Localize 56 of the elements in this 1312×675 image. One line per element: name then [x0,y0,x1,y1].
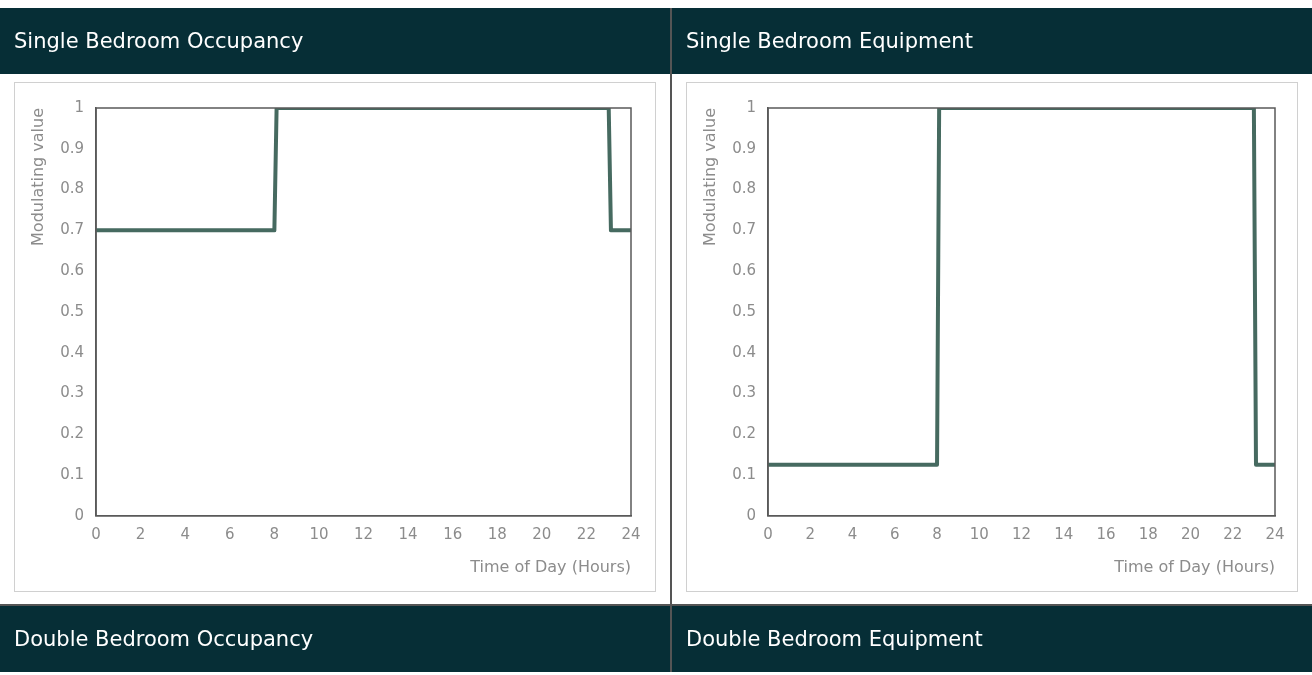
y-tick-label: 1 [74,97,85,116]
x-tick-label: 22 [1223,524,1243,543]
y-tick-label: 0.7 [60,220,85,239]
y-tick-label: 0.9 [60,138,85,157]
x-tick-label: 22 [576,524,596,543]
y-tick-label: 0.2 [60,424,85,443]
x-tick-label: 8 [932,524,942,543]
x-tick-label: 6 [225,524,235,543]
chart-title: Single Bedroom Equipment [672,8,1312,74]
x-tick-label: 14 [1054,524,1074,543]
x-tick-label: 24 [1265,524,1285,543]
chart-title: Single Bedroom Occupancy [0,8,670,74]
y-tick-label: 0 [746,505,757,524]
y-axis-title: Modulating value [699,108,719,246]
x-tick-label: 20 [1180,524,1201,543]
y-tick-label: 0.4 [732,342,757,361]
y-tick-label: 0 [74,505,85,524]
y-tick-label: 1 [746,97,757,116]
x-tick-label: 0 [763,524,773,543]
x-axis-title: Time of Day (Hours) [1113,556,1275,576]
text: Double Bedroom Occupancy [0,606,670,672]
x-tick-label: 0 [91,524,101,543]
y-tick-label: 0.8 [60,179,85,198]
text: Double Bedroom Equipment [672,606,1312,672]
x-tick-label: 20 [532,524,552,543]
x-tick-label: 12 [353,524,374,543]
y-axis-title: Modulating value [27,108,47,246]
x-tick-label: 8 [269,524,280,543]
x-tick-label: 16 [443,524,463,543]
y-tick-label: 0.3 [60,383,85,402]
y-tick-label: 0.1 [60,464,85,483]
x-axis-title: Time of Day (Hours) [469,556,631,576]
y-tick-label: 0.6 [60,261,85,280]
x-tick-label: 4 [180,524,190,543]
x-tick-label: 10 [969,524,989,543]
x-tick-label: 18 [1138,524,1158,543]
x-tick-label: 4 [847,524,858,543]
x-tick-label: 12 [1011,524,1032,543]
y-tick-label: 0.2 [732,424,757,443]
x-tick-label: 24 [621,524,641,543]
x-tick-label: 2 [805,524,816,543]
y-tick-label: 0.7 [732,220,757,239]
y-tick-label: 0.8 [732,179,757,198]
y-tick-label: 0.1 [732,464,757,483]
x-tick-label: 18 [487,524,507,543]
y-tick-label: 0.4 [60,342,85,361]
x-tick-label: 16 [1096,524,1116,543]
x-tick-label: 14 [398,524,418,543]
y-tick-label: 0.9 [732,138,757,157]
x-tick-label: 10 [309,524,329,543]
x-tick-label: 2 [135,524,146,543]
y-tick-label: 0.6 [732,261,757,280]
y-tick-label: 0.5 [732,301,757,320]
y-tick-label: 0.3 [732,383,757,402]
x-tick-label: 6 [890,524,900,543]
y-tick-label: 0.5 [60,301,85,320]
